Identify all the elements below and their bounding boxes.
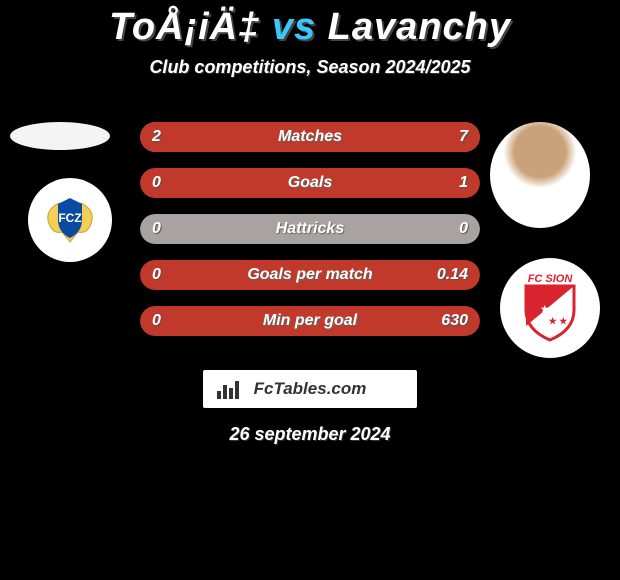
player1-avatar [10, 122, 110, 150]
stat-label: Hattricks [140, 214, 480, 244]
club2-crest-icon: FC SION ★ ★ ★ ★ [506, 264, 594, 352]
player1-surname: ToÅ¡iÄ‡ [109, 6, 260, 48]
stat-label: Matches [140, 122, 480, 152]
stat-label: Goals [140, 168, 480, 198]
page-title: ToÅ¡iÄ‡ vs Lavanchy [0, 0, 620, 49]
svg-text:★ ★: ★ ★ [541, 304, 561, 314]
stat-row: 00.14Goals per match [140, 260, 480, 290]
branding-badge: FcTables.com [203, 370, 417, 408]
date-text: 26 september 2024 [0, 424, 620, 445]
stat-row: 01Goals [140, 168, 480, 198]
stat-label: Goals per match [140, 260, 480, 290]
club1-crest: FCZ [28, 178, 112, 262]
subtitle: Club competitions, Season 2024/2025 [0, 57, 620, 78]
club2-crest: FC SION ★ ★ ★ ★ [500, 258, 600, 358]
stat-label: Min per goal [140, 306, 480, 336]
svg-text:FC SION: FC SION [528, 273, 574, 285]
stat-row: 00Hattricks [140, 214, 480, 244]
stats-table: 27Matches 01Goals 00Hattricks 00.14Goals pe… [140, 122, 480, 352]
branding-text: FcTables.com [203, 370, 417, 408]
player2-avatar [490, 122, 590, 228]
vs-word: vs [272, 6, 316, 48]
svg-text:FCZ: FCZ [58, 211, 81, 225]
svg-text:★ ★: ★ ★ [549, 316, 569, 326]
stat-row: 27Matches [140, 122, 480, 152]
club1-crest-icon: FCZ [34, 184, 106, 256]
player2-surname: Lavanchy [328, 6, 511, 48]
stat-row: 0630Min per goal [140, 306, 480, 336]
